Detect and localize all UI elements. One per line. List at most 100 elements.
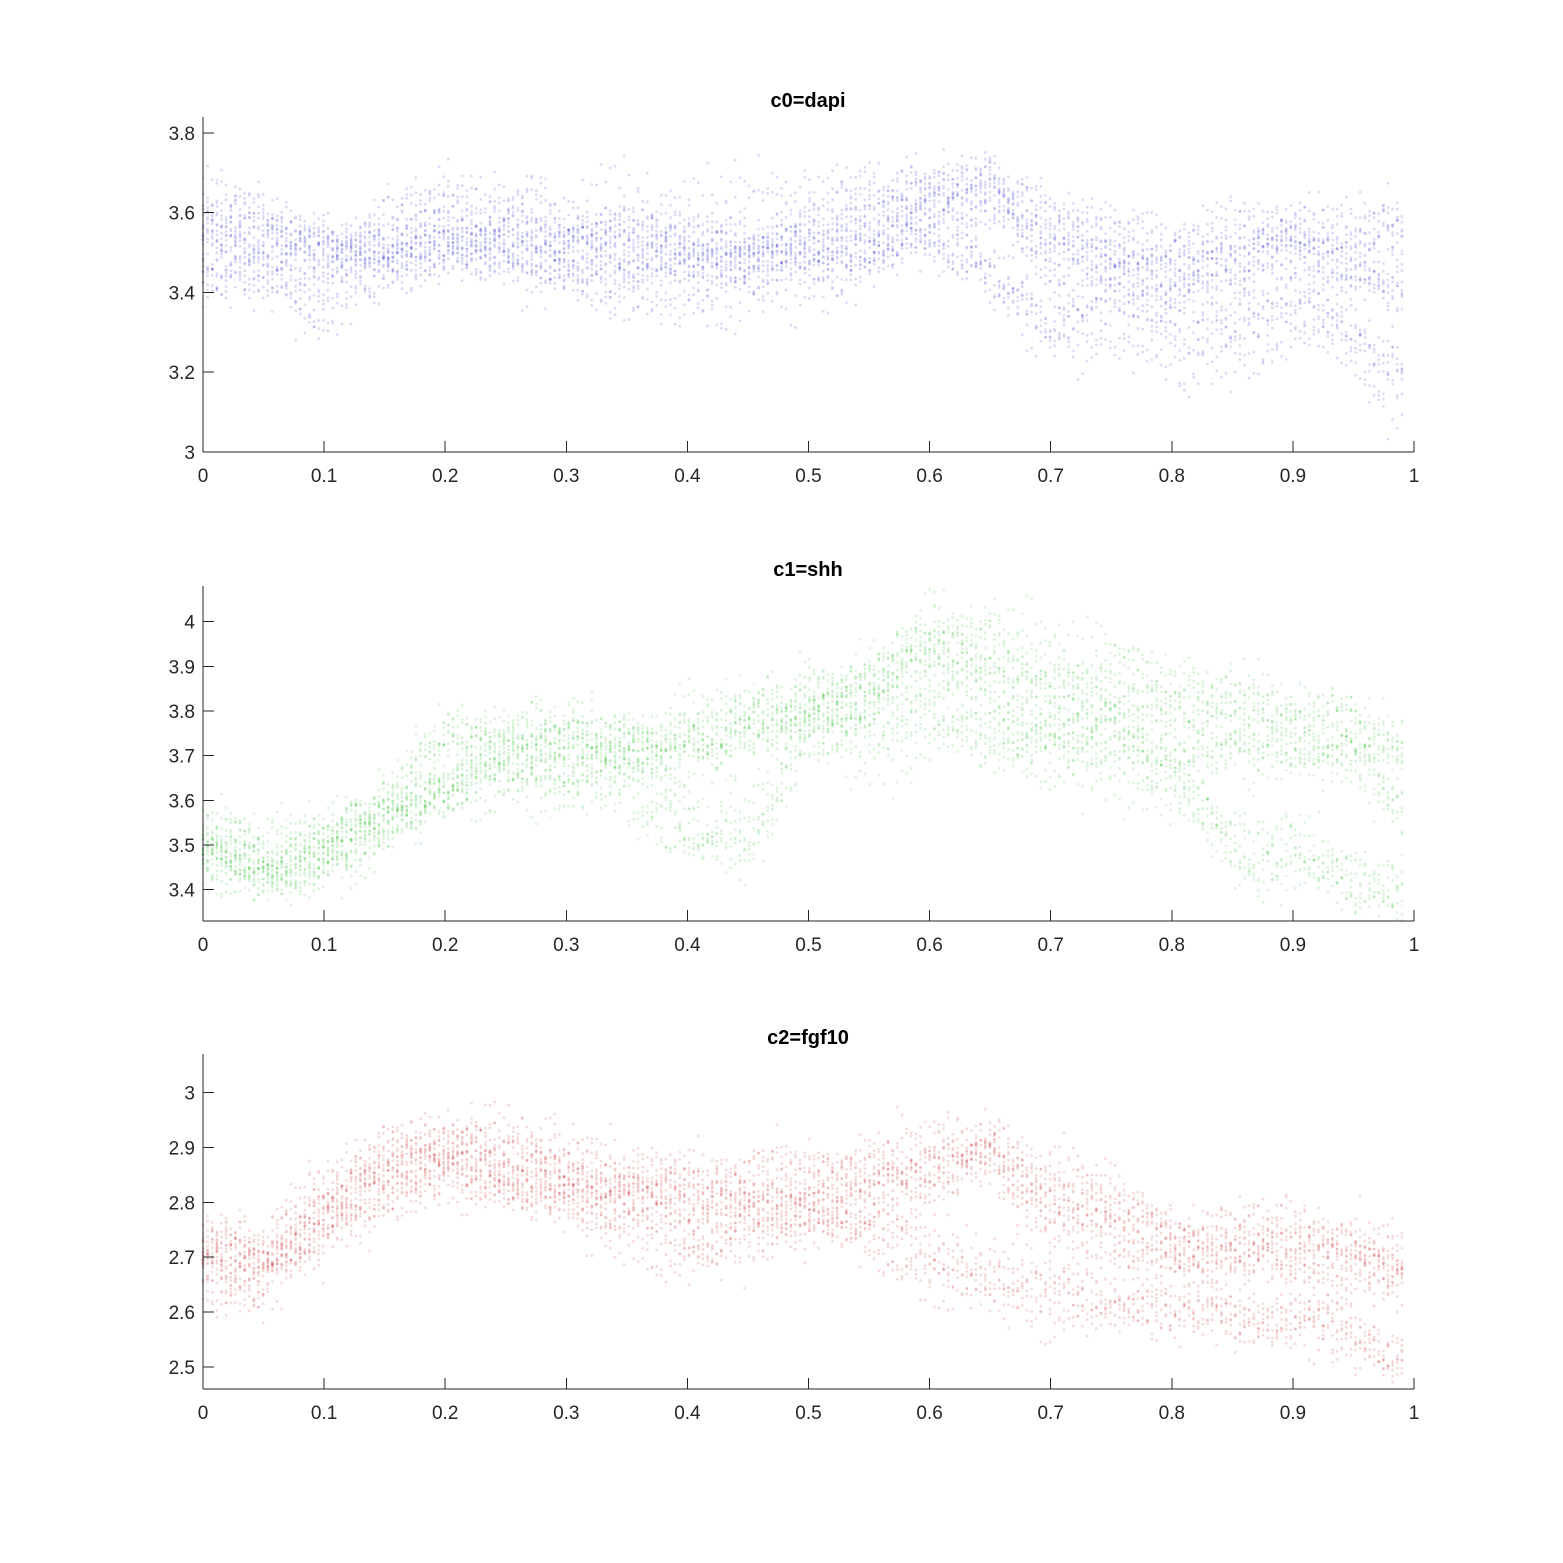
data-point: [1113, 230, 1117, 233]
data-point: [627, 208, 631, 211]
data-point: [322, 219, 325, 223]
data-point: [252, 197, 256, 201]
data-point: [1289, 204, 1293, 207]
data-point: [234, 244, 237, 248]
data-point: [1067, 315, 1070, 318]
data-point: [1187, 352, 1191, 355]
data-point: [266, 279, 270, 282]
data-point: [784, 215, 788, 219]
data-point: [1252, 207, 1256, 211]
data-point: [1206, 340, 1209, 344]
data-point: [363, 249, 367, 253]
data-point: [312, 253, 316, 256]
data-point: [234, 258, 237, 261]
data-point: [521, 270, 524, 273]
data-point: [553, 259, 557, 262]
data-point: [1122, 285, 1126, 289]
data-point: [1002, 195, 1006, 198]
data-point: [812, 278, 816, 282]
data-point: [1081, 260, 1084, 263]
data-point: [465, 247, 469, 251]
data-point: [1150, 277, 1154, 280]
data-point: [511, 204, 515, 208]
data-point: [1090, 346, 1094, 349]
data-point: [1298, 208, 1302, 212]
data-point: [1118, 289, 1121, 293]
data-point: [400, 197, 404, 200]
data-point: [442, 175, 446, 179]
data-point: [849, 189, 853, 193]
data-point: [1210, 303, 1214, 306]
data-point: [683, 235, 686, 239]
data-point: [1081, 247, 1084, 250]
data-point: [326, 296, 330, 299]
data-point: [993, 177, 996, 181]
data-point: [331, 239, 334, 242]
data-point: [627, 254, 631, 258]
data-point: [1257, 258, 1260, 262]
data-point: [919, 239, 922, 243]
data-point: [683, 225, 686, 229]
data-point: [1233, 261, 1237, 265]
data-point: [308, 277, 311, 281]
data-point: [784, 288, 788, 292]
data-point: [1145, 287, 1149, 290]
data-point: [761, 269, 765, 273]
data-point: [257, 289, 260, 293]
data-point: [1261, 263, 1265, 266]
data-point: [317, 230, 321, 234]
data-point: [243, 231, 247, 235]
data-point: [433, 265, 436, 269]
data-point: [562, 247, 566, 250]
data-point: [1224, 371, 1228, 375]
data-point: [1020, 224, 1024, 228]
data-point: [1247, 209, 1251, 213]
data-point: [659, 298, 663, 302]
data-point: [1057, 294, 1061, 297]
data-point: [1011, 291, 1015, 295]
data-point: [743, 180, 746, 183]
data-point: [1252, 247, 1256, 250]
data-point: [1178, 279, 1182, 282]
data-point: [1238, 303, 1242, 307]
data-point: [900, 257, 904, 260]
data-point: [1335, 238, 1339, 241]
data-point: [322, 274, 325, 278]
data-point: [599, 280, 603, 284]
data-point: [1243, 209, 1246, 213]
data-point: [1039, 318, 1043, 322]
data-point: [720, 326, 723, 330]
data-point: [544, 249, 547, 253]
data-point: [757, 234, 760, 238]
data-point: [1224, 279, 1228, 282]
data-point: [956, 270, 959, 274]
data-point: [738, 319, 742, 323]
data-point: [1372, 287, 1376, 290]
data-point: [1210, 382, 1214, 386]
data-point: [937, 249, 941, 253]
data-point: [1354, 275, 1357, 278]
data-point: [220, 225, 223, 229]
data-point: [581, 219, 584, 222]
data-point: [1192, 290, 1195, 294]
data-point: [706, 294, 709, 298]
data-point: [808, 245, 811, 249]
data-point: [372, 258, 376, 261]
data-point: [1386, 372, 1390, 376]
data-point: [960, 231, 964, 235]
data-point: [1294, 309, 1297, 312]
data-point: [497, 272, 501, 275]
data-point: [1270, 306, 1274, 310]
data-point: [1057, 264, 1061, 267]
data-point: [849, 269, 853, 273]
data-point: [1081, 319, 1084, 323]
data-point: [1155, 314, 1158, 318]
data-point: [581, 236, 584, 240]
panel-title: c0=dapi: [770, 90, 845, 112]
data-point: [1284, 357, 1288, 361]
data-point: [590, 303, 594, 307]
data-point: [692, 225, 696, 229]
data-point: [488, 222, 492, 226]
data-point: [1377, 398, 1381, 402]
data-point: [1085, 277, 1089, 280]
